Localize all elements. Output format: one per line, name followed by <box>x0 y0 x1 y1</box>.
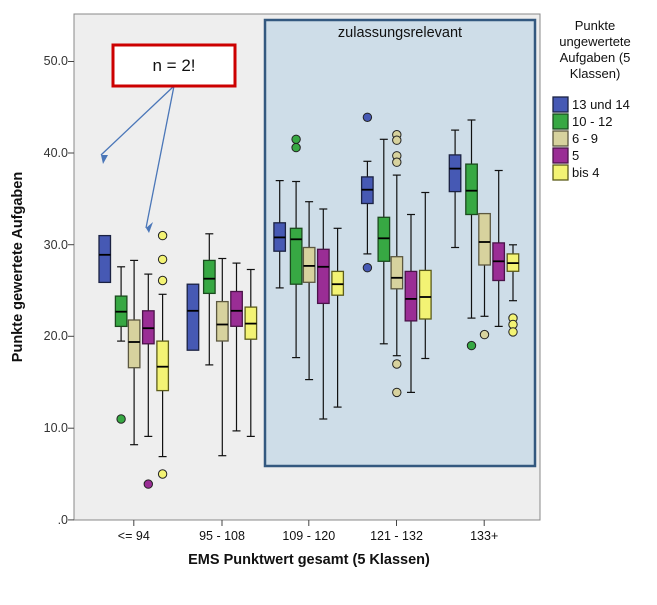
svg-text:.0: .0 <box>58 513 68 527</box>
svg-text:Aufgaben (5: Aufgaben (5 <box>560 50 631 65</box>
svg-text:121 - 132: 121 - 132 <box>370 529 423 543</box>
svg-text:40.0: 40.0 <box>44 146 68 160</box>
svg-text:5: 5 <box>572 148 579 163</box>
svg-text:zulassungsrelevant: zulassungsrelevant <box>338 25 462 41</box>
svg-text:Punkte gewertete Aufgaben: Punkte gewertete Aufgaben <box>10 172 26 362</box>
svg-text:10.0: 10.0 <box>44 421 68 435</box>
svg-text:6 - 9: 6 - 9 <box>572 131 598 146</box>
svg-text:<= 94: <= 94 <box>118 529 150 543</box>
svg-text:n = 2!: n = 2! <box>152 56 195 75</box>
svg-text:95 - 108: 95 - 108 <box>199 529 245 543</box>
svg-text:20.0: 20.0 <box>44 329 68 343</box>
svg-text:13 und 14: 13 und 14 <box>572 97 630 112</box>
svg-text:10 - 12: 10 - 12 <box>572 114 612 129</box>
svg-text:Klassen): Klassen) <box>570 66 621 81</box>
svg-text:ungewertete: ungewertete <box>559 34 631 49</box>
svg-text:Punkte: Punkte <box>575 18 615 33</box>
svg-text:50.0: 50.0 <box>44 54 68 68</box>
svg-text:EMS Punktwert gesamt (5 Klasse: EMS Punktwert gesamt (5 Klassen) <box>188 552 430 568</box>
svg-text:133+: 133+ <box>470 529 498 543</box>
svg-text:30.0: 30.0 <box>44 238 68 252</box>
svg-text:109 - 120: 109 - 120 <box>282 529 335 543</box>
svg-text:bis 4: bis 4 <box>572 165 599 180</box>
